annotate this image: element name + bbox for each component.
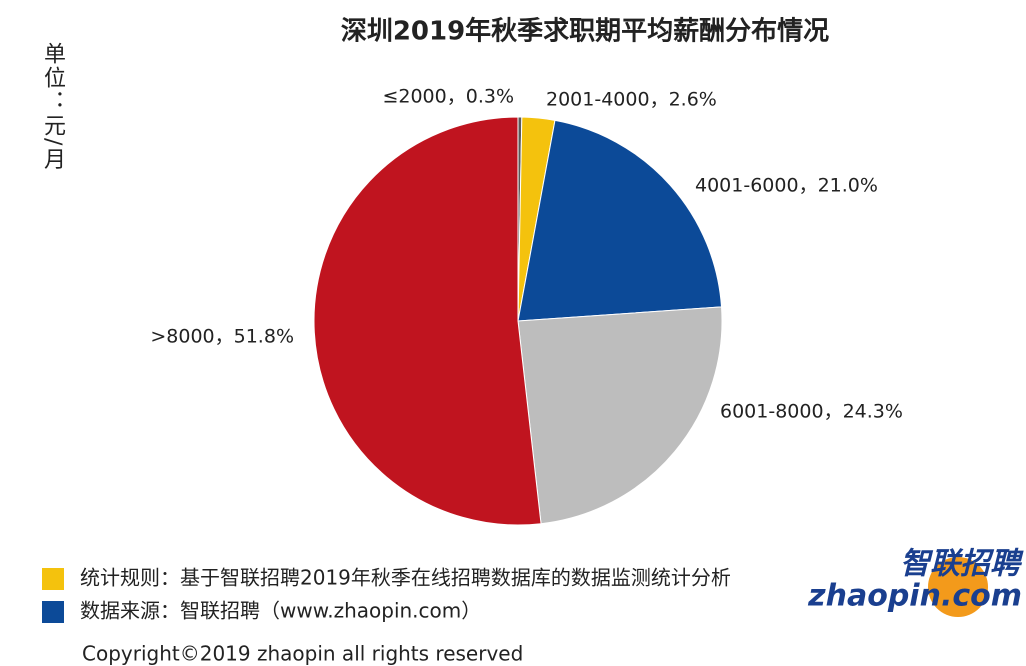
- pie-slice: [313, 116, 542, 526]
- footnote: 数据来源：智联招聘（www.zhaopin.com）: [80, 599, 481, 623]
- logo-circle: [928, 557, 988, 617]
- logo-cn: 智联招聘: [900, 547, 1024, 582]
- footnote: 统计规则：基于智联招聘2019年秋季在线招聘数据库的数据监测统计分析: [80, 566, 731, 590]
- slice-label: ≤2000，0.3%: [382, 86, 514, 108]
- footnote-swatch: [42, 601, 64, 623]
- pie-slice: [517, 119, 723, 322]
- slice-label: >8000，51.8%: [150, 326, 294, 348]
- slice-label: 2001-4000，2.6%: [546, 89, 717, 111]
- slice-label: 4001-6000，21.0%: [695, 175, 878, 197]
- logo-en: zhaopin.com: [807, 579, 1022, 614]
- copyright: Copyright©2019 zhaopin all rights reserv…: [82, 642, 523, 666]
- chart-title: 深圳2019年秋季求职期平均薪酬分布情况: [341, 16, 829, 47]
- slice-label: 6001-8000，24.3%: [720, 401, 903, 423]
- footnote-swatch: [42, 568, 64, 590]
- unit-label: 单位：元/月: [40, 42, 65, 172]
- pie-slice: [517, 306, 723, 525]
